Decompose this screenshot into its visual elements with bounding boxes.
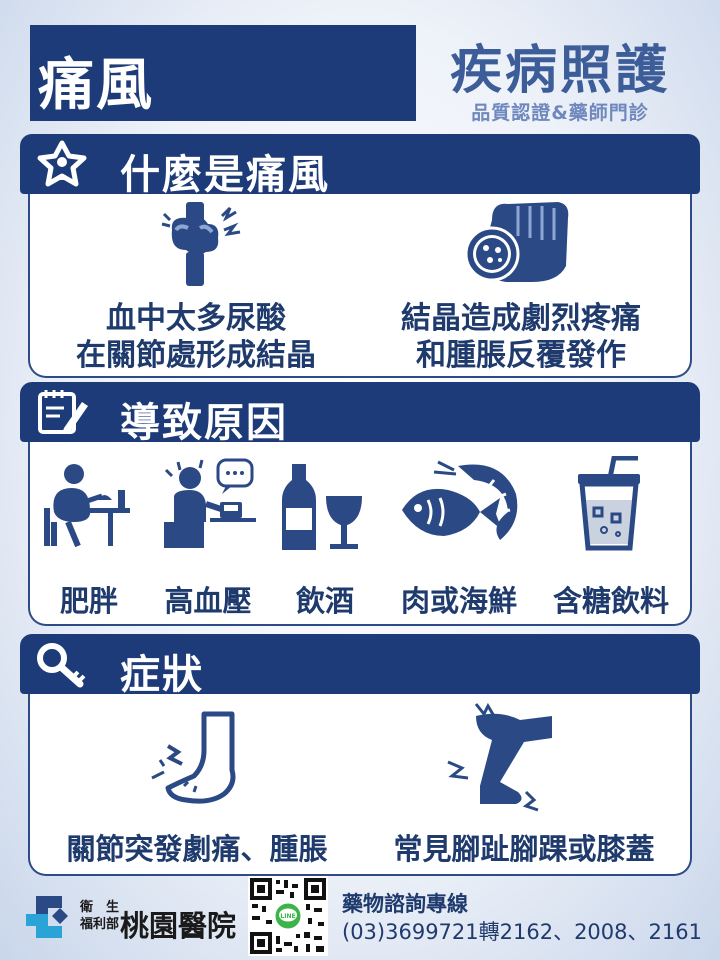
hotline-title: 藥物諮詢專線 [342,892,468,916]
sugary-drink-icon [578,456,640,551]
overeating-icon [44,464,130,548]
section-panel-what [28,188,692,378]
what-caption-2-line-1: 結晶造成劇烈疼痛 [401,301,641,336]
symptom-label-joint-pain: 關節突發劇痛、腫脹 [66,832,328,866]
hospital-logo-icon [26,896,68,938]
cause-label-meat-seafood: 肉或海鮮 [400,584,517,618]
section-title-what: 什麼是痛風 [120,152,330,198]
leg-pain-icon [447,702,552,812]
what-caption-2: 結晶造成劇烈疼痛 和腫脹反覆發作 [376,300,666,374]
ministry-line-1: 衛 生 [80,900,120,915]
cause-label-sugary-drinks: 含糖飲料 [552,584,669,618]
brand-title: 疾病照護 [449,41,670,101]
fish-shrimp-icon [402,460,518,540]
section-header-what: 什麼是痛風 [20,134,700,198]
footer: 衛 生 福利部 桃園醫院 LINE 藥物諮詢專線 (03)3699721轉216… [0,872,720,960]
cause-label-alcohol: 飲酒 [295,584,354,618]
section-header-symptoms: 症狀 [20,634,700,698]
hospital-name: 桃園醫院 [120,909,237,943]
what-caption-2-line-2: 和腫脹反覆發作 [416,338,626,373]
cause-label-obesity: 肥胖 [59,584,118,618]
title-box [30,25,416,121]
wine-icon [282,464,362,550]
star-person-icon [37,140,87,187]
ministry-line-2: 福利部 [80,917,120,932]
section-panel-causes [28,436,692,626]
section-title-symptoms: 症狀 [120,652,204,698]
brand-subtitle: 品質認證&藥師門診 [471,102,649,124]
what-caption-1-line-1: 血中太多尿酸 [106,301,286,336]
symptom-label-locations: 常見腳趾腳踝或膝蓋 [393,832,655,866]
magnifier-icon [37,643,86,688]
blood-pressure-icon [164,458,256,548]
section-panel-symptoms [28,688,692,876]
joint-pain-icon [161,202,241,286]
section-title-causes: 導致原因 [120,400,288,446]
section-header-causes: 導致原因 [20,382,700,446]
cause-label-hypertension: 高血壓 [164,584,252,618]
line-app-icon: LINE [280,913,295,920]
qr-code-icon[interactable]: LINE [248,876,328,956]
what-caption-1-line-2: 在關節處形成結晶 [76,338,316,373]
foot-pain-icon [151,711,236,804]
what-caption-1: 血中太多尿酸 在關節處形成結晶 [58,300,334,374]
notepad-pencil-icon [38,390,88,434]
foot-crystal-icon [464,202,569,282]
page-title: 痛風 [38,53,154,118]
hotline-numbers: (03)3699721轉2162、2008、2161 [342,920,702,944]
